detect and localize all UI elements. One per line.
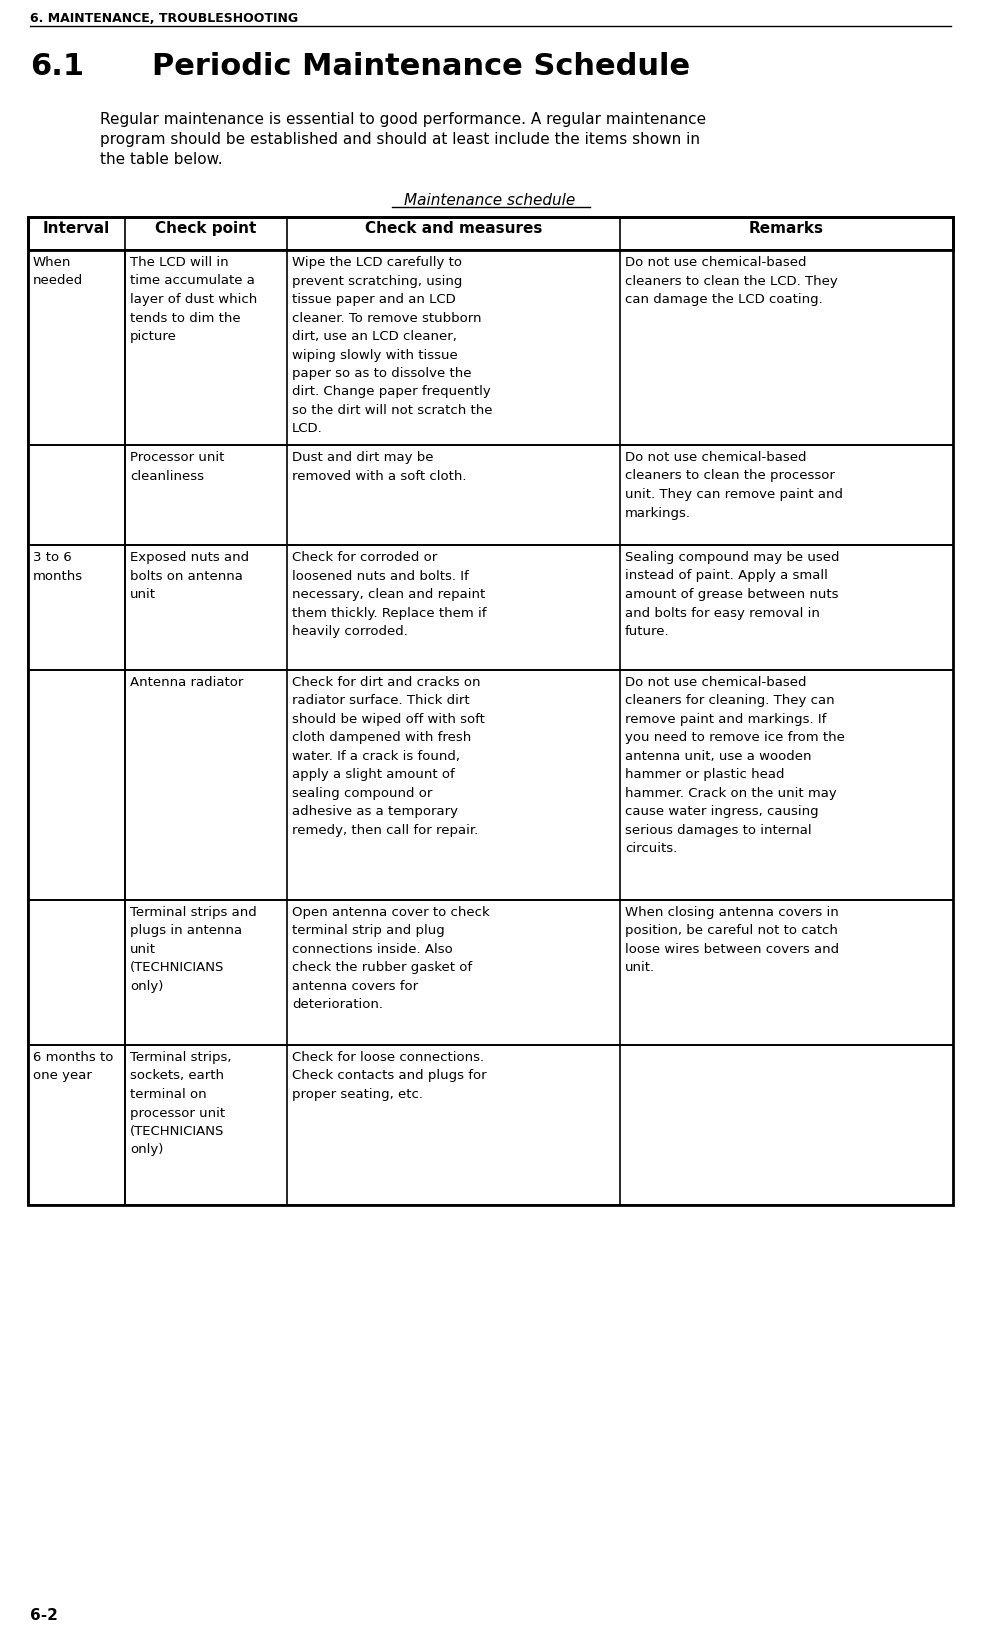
- Text: Check for loose connections.
Check contacts and plugs for
proper seating, etc.: Check for loose connections. Check conta…: [292, 1051, 487, 1100]
- Text: When
needed: When needed: [33, 256, 83, 287]
- Text: Terminal strips,
sockets, earth
terminal on
processor unit
(TECHNICIANS
only): Terminal strips, sockets, earth terminal…: [130, 1051, 232, 1155]
- Text: Sealing compound may be used
instead of paint. Apply a small
amount of grease be: Sealing compound may be used instead of …: [625, 550, 840, 638]
- Text: Wipe the LCD carefully to
prevent scratching, using
tissue paper and an LCD
clea: Wipe the LCD carefully to prevent scratc…: [292, 256, 492, 436]
- Text: Remarks: Remarks: [749, 220, 824, 237]
- Text: Check for corroded or
loosened nuts and bolts. If
necessary, clean and repaint
t: Check for corroded or loosened nuts and …: [292, 550, 487, 638]
- Text: Dust and dirt may be
removed with a soft cloth.: Dust and dirt may be removed with a soft…: [292, 450, 467, 481]
- Text: 6. MAINTENANCE, TROUBLESHOOTING: 6. MAINTENANCE, TROUBLESHOOTING: [30, 11, 298, 24]
- Text: Interval: Interval: [43, 220, 110, 237]
- Text: Antenna radiator: Antenna radiator: [130, 676, 243, 689]
- Text: Open antenna cover to check
terminal strip and plug
connections inside. Also
che: Open antenna cover to check terminal str…: [292, 906, 490, 1010]
- Bar: [28, 217, 953, 1206]
- Text: When closing antenna covers in
position, be careful not to catch
loose wires bet: When closing antenna covers in position,…: [625, 906, 839, 974]
- Text: program should be established and should at least include the items shown in: program should be established and should…: [100, 132, 700, 147]
- Text: Check point: Check point: [155, 220, 257, 237]
- Text: Do not use chemical-based
cleaners to clean the LCD. They
can damage the LCD coa: Do not use chemical-based cleaners to cl…: [625, 256, 838, 305]
- Text: Terminal strips and
plugs in antenna
unit
(TECHNICIANS
only): Terminal strips and plugs in antenna uni…: [130, 906, 257, 992]
- Text: 3 to 6
months: 3 to 6 months: [33, 550, 83, 583]
- Bar: [28, 217, 953, 251]
- Text: Check and measures: Check and measures: [365, 220, 542, 237]
- Text: Regular maintenance is essential to good performance. A regular maintenance: Regular maintenance is essential to good…: [100, 113, 706, 127]
- Text: Do not use chemical-based
cleaners to clean the processor
unit. They can remove : Do not use chemical-based cleaners to cl…: [625, 450, 843, 519]
- Text: 6.1: 6.1: [30, 52, 84, 82]
- Text: The LCD will in
time accumulate a
layer of dust which
tends to dim the
picture: The LCD will in time accumulate a layer …: [130, 256, 257, 343]
- Text: Periodic Maintenance Schedule: Periodic Maintenance Schedule: [152, 52, 690, 82]
- Text: Maintenance schedule: Maintenance schedule: [404, 193, 576, 207]
- Text: Processor unit
cleanliness: Processor unit cleanliness: [130, 450, 225, 481]
- Text: Exposed nuts and
bolts on antenna
unit: Exposed nuts and bolts on antenna unit: [130, 550, 249, 601]
- Text: Do not use chemical-based
cleaners for cleaning. They can
remove paint and marki: Do not use chemical-based cleaners for c…: [625, 676, 845, 855]
- Text: the table below.: the table below.: [100, 152, 223, 166]
- Text: Check for dirt and cracks on
radiator surface. Thick dirt
should be wiped off wi: Check for dirt and cracks on radiator su…: [292, 676, 485, 837]
- Text: 6-2: 6-2: [30, 1608, 58, 1622]
- Text: 6 months to
one year: 6 months to one year: [33, 1051, 114, 1082]
